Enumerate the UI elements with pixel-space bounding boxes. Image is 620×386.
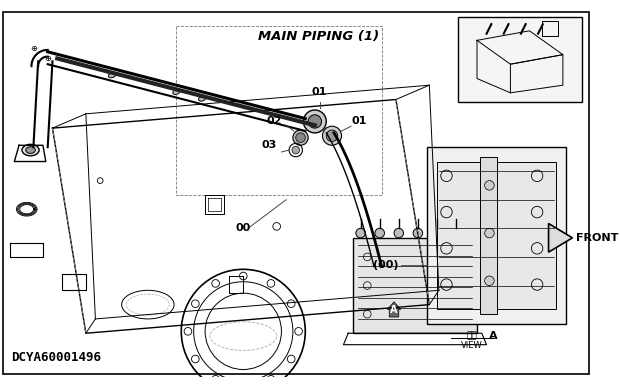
Polygon shape (549, 223, 572, 252)
Circle shape (292, 146, 299, 154)
Circle shape (293, 130, 308, 145)
Circle shape (413, 228, 423, 238)
Text: 01: 01 (351, 117, 366, 127)
Bar (458, 17, 582, 102)
Circle shape (375, 228, 384, 238)
Circle shape (296, 133, 305, 142)
Text: A: A (390, 305, 398, 315)
Bar (480, 157, 497, 314)
Text: FRONT: FRONT (576, 233, 619, 243)
Text: ⊕: ⊕ (44, 54, 51, 63)
Text: VIEW: VIEW (461, 341, 483, 350)
Circle shape (326, 130, 338, 142)
Text: 02: 02 (266, 117, 281, 127)
Ellipse shape (198, 96, 206, 101)
Ellipse shape (22, 144, 39, 156)
Bar (427, 147, 565, 324)
Circle shape (432, 228, 441, 238)
Circle shape (308, 115, 322, 128)
Text: ⊕: ⊕ (30, 44, 37, 53)
Circle shape (356, 228, 365, 238)
Text: 01: 01 (312, 86, 327, 96)
FancyArrow shape (388, 302, 401, 317)
Circle shape (451, 228, 461, 238)
Text: A: A (489, 331, 498, 341)
Ellipse shape (26, 147, 35, 153)
Bar (437, 161, 556, 310)
Bar (353, 238, 477, 333)
Circle shape (394, 228, 404, 238)
Text: 矢視: 矢視 (467, 331, 477, 340)
Text: DCYA60001496: DCYA60001496 (11, 351, 102, 364)
Circle shape (485, 276, 494, 286)
Circle shape (322, 126, 342, 145)
Circle shape (485, 181, 494, 190)
Text: 03: 03 (262, 140, 277, 150)
Circle shape (485, 228, 494, 238)
Ellipse shape (108, 73, 116, 78)
Text: 00: 00 (236, 223, 251, 233)
Text: MAIN PIPING (1): MAIN PIPING (1) (257, 30, 379, 43)
Circle shape (303, 110, 326, 133)
Text: (00): (00) (373, 259, 399, 269)
Ellipse shape (173, 89, 180, 95)
